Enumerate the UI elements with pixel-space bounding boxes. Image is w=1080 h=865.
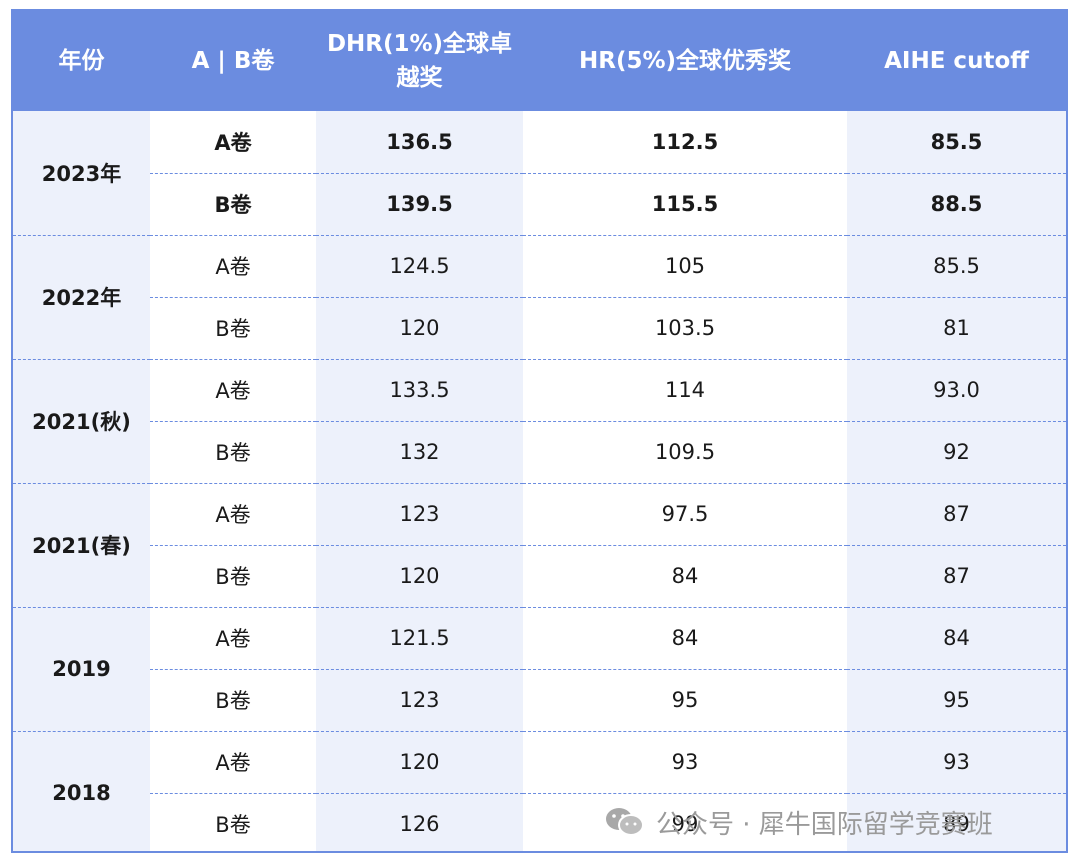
paper-cell: B卷 bbox=[150, 296, 316, 359]
results-table: 年份 A | B卷 DHR(1%)全球卓越奖 HR(5%)全球优秀奖 AIHE … bbox=[13, 11, 1066, 851]
paper-cell: A卷 bbox=[150, 730, 316, 793]
dhr-cell: 139.5 bbox=[316, 172, 523, 235]
hr-cell: 112.5 bbox=[523, 111, 847, 173]
year-cell: 2021(秋) bbox=[13, 358, 150, 483]
hr-cell: 84 bbox=[523, 606, 847, 669]
paper-cell: A卷 bbox=[150, 111, 316, 173]
dhr-cell: 123 bbox=[316, 668, 523, 731]
hr-cell: 93 bbox=[523, 730, 847, 793]
aihe-cell: 87 bbox=[847, 544, 1066, 607]
year-cell: 2021(春) bbox=[13, 482, 150, 607]
year-cell: 2022年 bbox=[13, 234, 150, 359]
aihe-cell: 84 bbox=[847, 606, 1066, 669]
aihe-cell: 81 bbox=[847, 296, 1066, 359]
table-row: 2022年 A卷 124.5 105 85.5 bbox=[13, 234, 1066, 359]
year-cell: 2023年 bbox=[13, 111, 150, 235]
hr-cell: 105 bbox=[523, 234, 847, 297]
dhr-cell: 126 bbox=[316, 792, 523, 851]
aihe-cell: 88.5 bbox=[847, 172, 1066, 235]
hr-cell: 95 bbox=[523, 668, 847, 731]
aihe-cell: 85.5 bbox=[847, 111, 1066, 173]
header-aihe: AIHE cutoff bbox=[847, 11, 1066, 111]
table-row: B卷 123 95 95 bbox=[13, 668, 1066, 731]
aihe-cell: 93.0 bbox=[847, 358, 1066, 421]
dhr-cell: 120 bbox=[316, 730, 523, 793]
dhr-cell: 121.5 bbox=[316, 606, 523, 669]
paper-cell: B卷 bbox=[150, 792, 316, 851]
aihe-cell: 85.5 bbox=[847, 234, 1066, 297]
hr-cell: 97.5 bbox=[523, 482, 847, 545]
table-row: B卷 120 84 87 bbox=[13, 544, 1066, 607]
paper-cell: A卷 bbox=[150, 482, 316, 545]
hr-cell: 99 bbox=[523, 792, 847, 851]
dhr-cell: 133.5 bbox=[316, 358, 523, 421]
table-row: B卷 132 109.5 92 bbox=[13, 420, 1066, 483]
aihe-cell: 92 bbox=[847, 420, 1066, 483]
table-row: 2018 A卷 120 93 93 bbox=[13, 730, 1066, 851]
header-paper: A | B卷 bbox=[150, 11, 316, 111]
header-row: 年份 A | B卷 DHR(1%)全球卓越奖 HR(5%)全球优秀奖 AIHE … bbox=[13, 11, 1066, 111]
year-cell: 2019 bbox=[13, 606, 150, 731]
hr-cell: 115.5 bbox=[523, 172, 847, 235]
paper-cell: B卷 bbox=[150, 172, 316, 235]
dhr-cell: 136.5 bbox=[316, 111, 523, 173]
table-row: 2021(春) A卷 123 97.5 87 bbox=[13, 482, 1066, 607]
header-hr: HR(5%)全球优秀奖 bbox=[523, 11, 847, 111]
aihe-cell: 95 bbox=[847, 668, 1066, 731]
header-year: 年份 bbox=[13, 11, 150, 111]
dhr-cell: 132 bbox=[316, 420, 523, 483]
paper-cell: A卷 bbox=[150, 358, 316, 421]
paper-cell: A卷 bbox=[150, 234, 316, 297]
aihe-cell: 93 bbox=[847, 730, 1066, 793]
table-row: 2019 A卷 121.5 84 84 bbox=[13, 606, 1066, 731]
table-row: 2021(秋) A卷 133.5 114 93.0 bbox=[13, 358, 1066, 483]
dhr-cell: 120 bbox=[316, 296, 523, 359]
hr-cell: 114 bbox=[523, 358, 847, 421]
aihe-cell: 87 bbox=[847, 482, 1066, 545]
aihe-cell: 89 bbox=[847, 792, 1066, 851]
paper-cell: B卷 bbox=[150, 420, 316, 483]
table-row: B卷 120 103.5 81 bbox=[13, 296, 1066, 359]
hr-cell: 84 bbox=[523, 544, 847, 607]
table-row: B卷 126 99 89 bbox=[13, 792, 1066, 851]
table-row: 2023年 A卷 136.5 112.5 85.5 bbox=[13, 111, 1066, 235]
hr-cell: 109.5 bbox=[523, 420, 847, 483]
paper-cell: B卷 bbox=[150, 544, 316, 607]
results-table-frame: 年份 A | B卷 DHR(1%)全球卓越奖 HR(5%)全球优秀奖 AIHE … bbox=[11, 9, 1068, 853]
dhr-cell: 120 bbox=[316, 544, 523, 607]
dhr-cell: 124.5 bbox=[316, 234, 523, 297]
dhr-cell: 123 bbox=[316, 482, 523, 545]
header-dhr: DHR(1%)全球卓越奖 bbox=[316, 11, 523, 111]
table-row: B卷 139.5 115.5 88.5 bbox=[13, 172, 1066, 235]
paper-cell: B卷 bbox=[150, 668, 316, 731]
paper-cell: A卷 bbox=[150, 606, 316, 669]
year-cell: 2018 bbox=[13, 730, 150, 851]
hr-cell: 103.5 bbox=[523, 296, 847, 359]
